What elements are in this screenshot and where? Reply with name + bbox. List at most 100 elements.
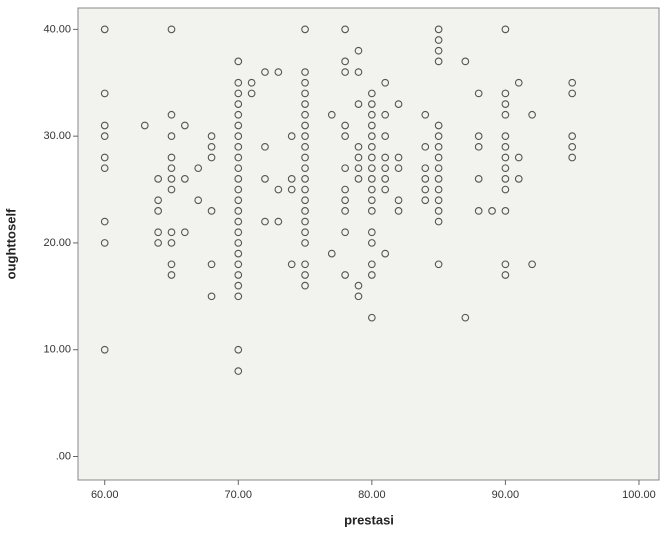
point [234,57,243,66]
point [301,132,309,140]
point [247,89,256,98]
point [568,142,577,151]
point [568,78,577,87]
point [501,132,510,140]
point [167,239,176,247]
point [274,217,283,226]
point [394,164,403,173]
point [367,132,376,140]
point [274,68,283,76]
x-tick-label: 70.00 [225,489,253,501]
point [474,175,483,183]
point [234,345,243,354]
point [367,313,376,322]
point [167,153,176,162]
point [167,260,176,269]
point [394,153,403,162]
point [394,100,403,108]
point [474,132,483,140]
point [301,271,309,279]
point [367,185,376,194]
point [354,292,363,301]
point [287,260,296,269]
point [421,175,430,183]
point [381,164,390,173]
point [501,271,510,279]
point [234,110,243,119]
point [514,78,523,87]
point [167,25,176,34]
point [301,78,309,87]
x-tick-label: 80.00 [358,489,386,501]
point [327,249,336,258]
point [434,217,443,226]
point [434,25,443,34]
y-tick-label: 30.00 [43,130,71,142]
point [261,175,269,183]
point [301,100,309,108]
point [234,239,243,247]
point [514,153,523,162]
point [367,100,376,108]
point [301,217,309,226]
point [341,57,349,66]
point [100,217,109,226]
point [354,68,363,76]
y-tick-label: .00 [56,450,71,462]
point [301,142,309,151]
point [301,281,309,290]
point [367,260,376,269]
point [341,68,349,76]
point [301,68,309,76]
point [434,36,443,44]
point [140,121,149,130]
point [167,271,176,279]
point [381,185,390,194]
point [367,175,376,183]
point [234,142,243,151]
point [207,207,216,215]
point [367,110,376,119]
point [354,142,363,151]
point [501,100,510,108]
point [301,164,309,173]
point [154,196,162,205]
point [434,185,443,194]
point [501,175,510,183]
point [234,153,243,162]
point [341,196,349,205]
point [301,239,309,247]
point [301,207,309,215]
point [301,228,309,237]
point [154,239,162,247]
point [261,217,269,226]
point [301,25,309,34]
x-tick-label: 90.00 [492,489,520,501]
point [341,228,349,237]
point [234,121,243,130]
point [381,78,390,87]
point [367,196,376,205]
point [354,153,363,162]
point [488,207,496,215]
point [501,153,510,162]
point [234,217,243,226]
point [301,260,309,269]
point [207,153,216,162]
point [501,260,510,269]
point [381,132,390,140]
point [247,78,256,87]
point [434,57,443,66]
point [234,292,243,301]
y-tick-label: 20.00 [43,237,71,249]
point [501,185,510,194]
point [474,89,483,98]
point [354,281,363,290]
point [434,175,443,183]
point [100,164,109,173]
point [100,345,109,354]
point [301,196,309,205]
y-axis-title: oughttoself [3,208,18,279]
point [434,260,443,269]
